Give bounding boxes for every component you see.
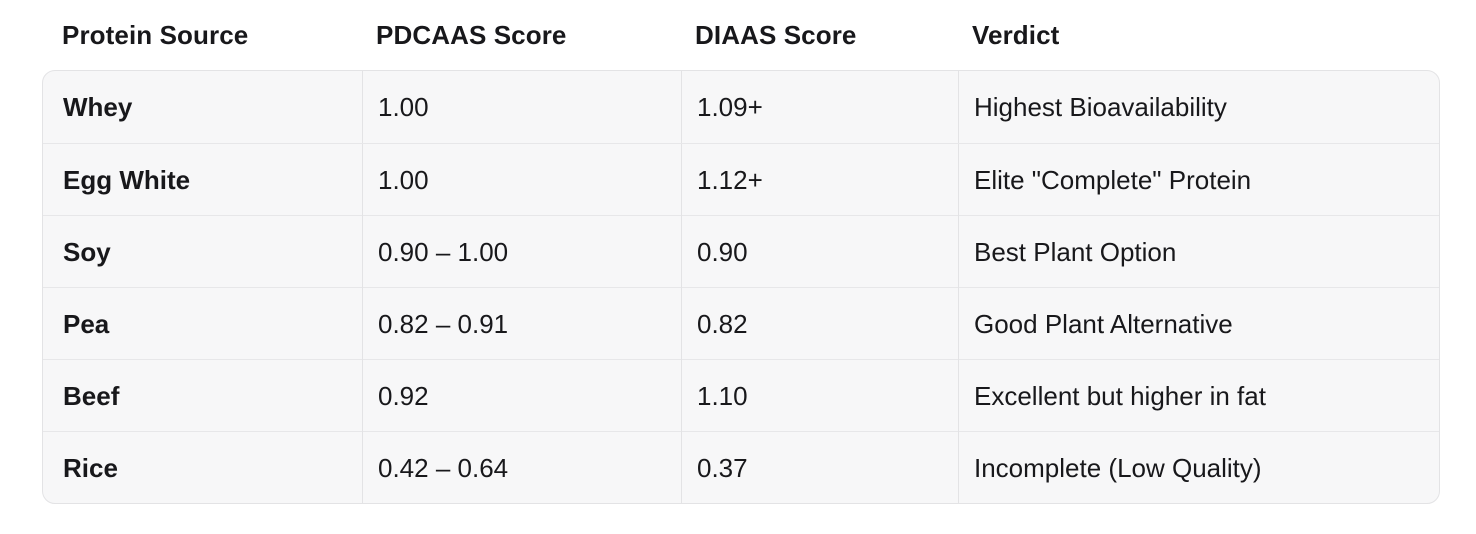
cell-pdcaas-score: 1.00 bbox=[362, 71, 681, 143]
cell-verdict: Elite "Complete" Protein bbox=[958, 144, 1439, 216]
column-header-verdict: Verdict bbox=[972, 19, 1060, 50]
cell-diaas-score: 1.12+ bbox=[681, 144, 958, 216]
table-row-soy: Soy 0.90 – 1.00 0.90 Best Plant Option bbox=[43, 215, 1439, 288]
table-header-row: Protein Source PDCAAS Score DIAAS Score … bbox=[42, 0, 1440, 70]
cell-protein-source: Whey bbox=[63, 91, 133, 122]
cell-protein-source: Beef bbox=[63, 380, 120, 411]
cell-pdcaas-score: 0.90 – 1.00 bbox=[362, 216, 681, 288]
cell-diaas-score: 0.90 bbox=[681, 216, 958, 288]
table-row-whey: Whey 1.00 1.09+ Highest Bioavailability bbox=[43, 71, 1439, 143]
cell-pdcaas-score: 1.00 bbox=[362, 144, 681, 216]
cell-diaas-score: 1.10 bbox=[681, 360, 958, 432]
cell-diaas-score: 1.09+ bbox=[681, 71, 958, 143]
cell-protein-source: Pea bbox=[63, 308, 110, 339]
cell-verdict: Excellent but higher in fat bbox=[958, 360, 1439, 432]
cell-pdcaas-score: 0.82 – 0.91 bbox=[362, 288, 681, 360]
column-header-pdcaas-score: PDCAAS Score bbox=[376, 19, 567, 50]
cell-verdict: Highest Bioavailability bbox=[958, 71, 1439, 143]
table-row-rice: Rice 0.42 – 0.64 0.37 Incomplete (Low Qu… bbox=[43, 431, 1439, 503]
cell-diaas-score: 0.37 bbox=[681, 432, 958, 503]
cell-protein-source: Rice bbox=[63, 452, 118, 483]
table-row-beef: Beef 0.92 1.10 Excellent but higher in f… bbox=[43, 359, 1439, 432]
cell-protein-source: Egg White bbox=[63, 164, 191, 195]
cell-verdict: Best Plant Option bbox=[958, 216, 1439, 288]
table-row-pea: Pea 0.82 – 0.91 0.82 Good Plant Alternat… bbox=[43, 287, 1439, 360]
cell-diaas-score: 0.82 bbox=[681, 288, 958, 360]
table-body: Whey 1.00 1.09+ Highest Bioavailability … bbox=[42, 70, 1440, 504]
cell-verdict: Incomplete (Low Quality) bbox=[958, 432, 1439, 503]
column-header-diaas-score: DIAAS Score bbox=[695, 19, 857, 50]
table-row-egg-white: Egg White 1.00 1.12+ Elite "Complete" Pr… bbox=[43, 143, 1439, 216]
cell-pdcaas-score: 0.92 bbox=[362, 360, 681, 432]
protein-comparison-table: Protein Source PDCAAS Score DIAAS Score … bbox=[42, 0, 1440, 504]
cell-pdcaas-score: 0.42 – 0.64 bbox=[362, 432, 681, 503]
cell-protein-source: Soy bbox=[63, 236, 111, 267]
column-header-protein-source: Protein Source bbox=[62, 19, 249, 50]
cell-verdict: Good Plant Alternative bbox=[958, 288, 1439, 360]
